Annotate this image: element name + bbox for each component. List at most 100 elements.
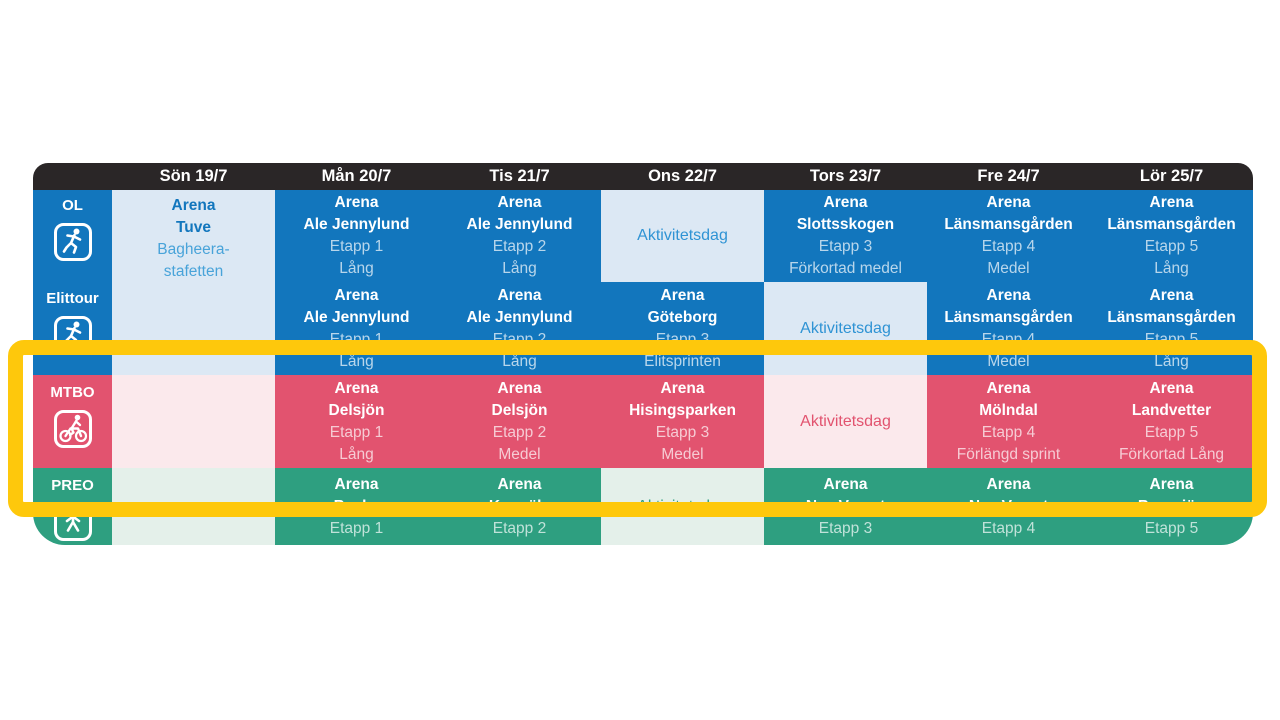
event-arena-line: Arena <box>986 194 1031 211</box>
event-arena-line: Arena <box>334 194 379 211</box>
cell-mtbo-ons: Arena Hisingsparken Etapp 3 Medel <box>601 375 764 468</box>
event-stage-line: Etapp 5 <box>1144 238 1199 255</box>
event-place-line: Länsmansgården <box>944 308 1073 326</box>
event-format-line: Lång <box>339 352 374 370</box>
event-stage-line: Etapp 1 <box>329 423 384 441</box>
cell-ol-man: Arena Ale Jennylund Etapp 1 Lång <box>275 190 438 282</box>
cell-mtbo-fre: Arena Mölndal Etapp 4 Förlängd sprint <box>927 375 1090 468</box>
discipline-label-mtbo: MTBO <box>33 375 112 468</box>
cell-ol-tors: Arena Slottsskogen Etapp 3 Förkortad med… <box>764 190 927 282</box>
header-day-tis: Tis 21/7 <box>438 163 601 190</box>
event-arena-line: Arena <box>1149 475 1194 493</box>
event-place-line: Göteborg <box>647 308 718 326</box>
header-day-fre: Fre 24/7 <box>927 163 1090 190</box>
event-arena-line: Arena <box>660 379 705 397</box>
header-day-lor: Lör 25/7 <box>1090 163 1253 190</box>
event-arena-line: Arena <box>1149 194 1194 211</box>
header-corner-cell <box>33 163 112 190</box>
event-stage-line: Etapp 5 <box>1144 519 1199 537</box>
event-format-line: Förkortad Lång <box>1118 445 1225 463</box>
event-place-line: Ale Jennylund <box>303 308 410 326</box>
event-format-line: Förlängd sprint <box>956 445 1061 463</box>
event-format-line: Medel <box>498 445 541 463</box>
event-format-line: Lång <box>339 260 374 277</box>
event-arena-line: Arena <box>1149 286 1194 304</box>
event-arena-line: Arena <box>823 194 868 211</box>
activity-day-label: Aktivitetsdag <box>800 319 891 337</box>
event-place-line: Ale Jennylund <box>466 308 573 326</box>
event-arena-line: Arena <box>986 286 1031 304</box>
cell-mtbo-lor: Arena Landvetter Etapp 5 Förkortad Lång <box>1090 375 1253 468</box>
cell-ol-ons: Aktivitetsdag <box>601 190 764 282</box>
event-format-line: Lång <box>1154 260 1189 277</box>
cell-elittour-tors: Aktivitetsdag <box>764 282 927 375</box>
event-stage-line: Etapp 2 <box>492 238 547 255</box>
cell-mtbo-man: Arena Delsjön Etapp 1 Lång <box>275 375 438 468</box>
event-stage-line: Etapp 2 <box>492 519 547 537</box>
cyclist-icon <box>53 409 93 449</box>
event-stage-line: Etapp 4 <box>981 423 1036 441</box>
event-stage-line: Etapp 3 <box>818 519 873 537</box>
event-stage-line: Etapp 3 <box>818 238 873 255</box>
event-arena-line: Arena <box>497 475 542 493</box>
event-stage-line: Etapp 1 <box>329 238 384 255</box>
event-arena-line: Arena <box>1149 379 1194 397</box>
event-format-line: Medel <box>661 445 704 463</box>
event-place-line: Hisingsparken <box>629 401 736 419</box>
event-arena-line: Arena <box>171 197 216 214</box>
event-place-line: Tuve <box>175 219 212 236</box>
event-format-line: Lång <box>502 260 537 277</box>
event-detail-line: Bagheera- <box>157 241 230 258</box>
cell-elittour-tis: Arena Ale Jennylund Etapp 2 Lång <box>438 282 601 375</box>
event-place-line: Slottsskogen <box>796 216 895 233</box>
event-format-line: Lång <box>339 445 374 463</box>
runner-icon <box>53 222 93 262</box>
cell-elittour-man: Arena Ale Jennylund Etapp 1 Lång <box>275 282 438 375</box>
cell-ol-tis: Arena Ale Jennylund Etapp 2 Lång <box>438 190 601 282</box>
header-day-tors: Tors 23/7 <box>764 163 927 190</box>
discipline-elittour-label: Elittour <box>46 290 99 307</box>
event-arena-line: Arena <box>497 286 542 304</box>
event-format-line: Elitsprinten <box>644 352 721 370</box>
event-stage-line: Etapp 4 <box>981 519 1036 537</box>
event-stage-line: Etapp 4 <box>981 238 1036 255</box>
cell-ol-fre: Arena Länsmansgården Etapp 4 Medel <box>927 190 1090 282</box>
highlight-rectangle <box>8 340 1267 517</box>
header-day-ons: Ons 22/7 <box>601 163 764 190</box>
event-place-line: Landvetter <box>1131 401 1212 419</box>
event-arena-line: Arena <box>823 475 868 493</box>
cell-elittour-fre: Arena Länsmansgården Etapp 4 Medel <box>927 282 1090 375</box>
discipline-preo-label: PREO <box>51 477 94 494</box>
event-stage-line: Etapp 3 <box>655 423 710 441</box>
activity-day-label: Aktivitetsdag <box>800 412 891 430</box>
event-format-line: Förkortad medel <box>789 260 902 277</box>
discipline-ol-label: OL <box>62 197 83 214</box>
discipline-mtbo-label: MTBO <box>50 384 95 401</box>
event-place-line: Ale Jennylund <box>303 216 410 233</box>
cell-ol-lor: Arena Länsmansgården Etapp 5 Lång <box>1090 190 1253 282</box>
event-format-line: Lång <box>1154 352 1189 370</box>
event-detail-line: stafetten <box>163 263 224 280</box>
event-place-line: Delsjön <box>491 401 548 419</box>
event-format-line: Medel <box>987 260 1030 277</box>
event-arena-line: Arena <box>497 194 542 211</box>
event-arena-line: Arena <box>986 475 1031 493</box>
event-arena-line: Arena <box>497 379 542 397</box>
activity-day-label: Aktivitetsdag <box>637 227 728 244</box>
event-place-line: Länsmansgården <box>944 216 1073 233</box>
event-format-line: Lång <box>502 352 537 370</box>
event-arena-line: Arena <box>334 286 379 304</box>
event-arena-line: Arena <box>986 379 1031 397</box>
event-arena-line: Arena <box>334 379 379 397</box>
event-arena-line: Arena <box>660 286 705 304</box>
header-day-man: Mån 20/7 <box>275 163 438 190</box>
event-place-line: Länsmansgården <box>1107 308 1236 326</box>
event-place-line: Mölndal <box>979 401 1038 419</box>
event-place-line: Länsmansgården <box>1107 216 1236 233</box>
event-stage-line: Etapp 2 <box>492 423 547 441</box>
event-place-line: Ale Jennylund <box>466 216 573 233</box>
event-arena-line: Arena <box>334 475 379 493</box>
event-place-line: Delsjön <box>328 401 385 419</box>
cell-elittour-ons: Arena Göteborg Etapp 3 Elitsprinten <box>601 282 764 375</box>
